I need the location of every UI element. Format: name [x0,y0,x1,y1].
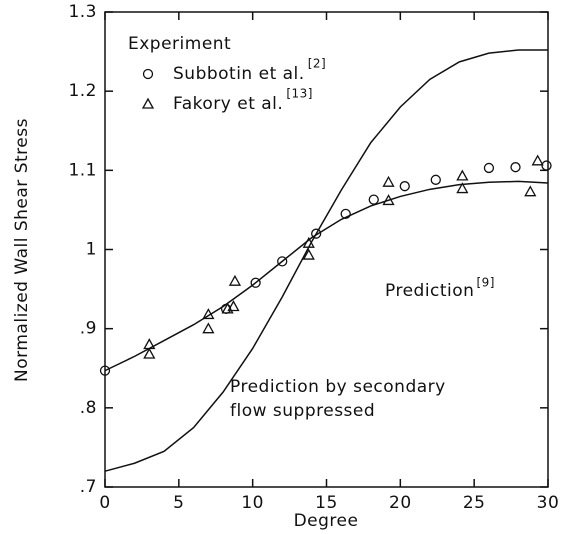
x-tick-label: 25 [463,493,486,513]
data-point [311,228,322,239]
data-point [430,174,441,185]
data-point [524,185,537,197]
curve-label: flow suppressed [230,401,375,421]
x-tick-label: 0 [99,493,110,513]
curve-ref: [9] [476,276,495,290]
y-tick-label: 1 [86,240,97,260]
curve-label: Prediction [385,281,474,301]
legend-label: Subbotin et al. [173,64,305,84]
legend-marker [142,68,154,80]
x-tick-label: 10 [241,493,264,513]
y-tick-label: .9 [80,319,97,339]
data-point [456,182,469,194]
data-point [399,181,410,192]
legend-marker [141,97,155,109]
x-tick-label: 30 [537,493,560,513]
x-tick-label: 15 [315,493,338,513]
data-point [510,162,521,173]
legend-label: Fakory et al. [173,94,283,114]
legend-ref: [13] [286,87,313,101]
data-point [227,300,240,312]
curve [104,180,549,372]
y-tick-label: .8 [80,398,97,418]
x-tick-label: 5 [173,493,184,513]
data-point [483,162,495,174]
legend-ref: [2] [308,57,327,71]
legend-title: Experiment [128,34,231,54]
data-point [250,277,261,288]
x-axis-label: Degree [294,511,359,531]
curve [104,49,548,472]
data-point [531,154,544,166]
y-tick-label: 1.1 [68,160,97,180]
x-tick-label: 20 [389,493,412,513]
data-point [143,347,156,359]
data-point [541,160,552,171]
data-point [99,365,111,376]
data-point [228,274,242,286]
curve-label: Prediction by secondary [230,377,446,397]
data-point [456,169,469,181]
y-tick-label: .7 [80,477,97,497]
data-point [382,175,395,187]
data-point [277,256,288,267]
data-point [302,248,315,260]
data-point [368,194,379,205]
y-tick-label: 1.3 [68,2,97,22]
y-tick-label: 1.2 [68,81,97,101]
data-point [202,322,215,334]
y-axis-label: Normalized Wall Shear Stress [12,118,32,382]
data-point [340,208,351,220]
